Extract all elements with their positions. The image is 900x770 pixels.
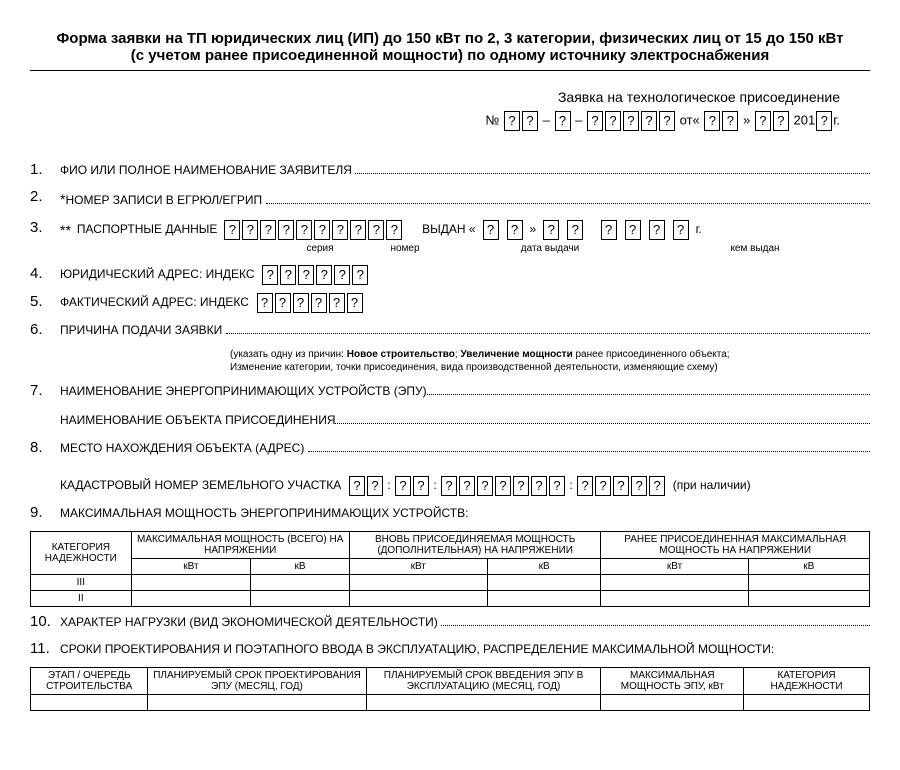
index-box[interactable]: ? [293, 293, 309, 313]
passport-box[interactable]: ? [314, 220, 330, 240]
issue-box[interactable]: ? [507, 220, 523, 240]
cad-box[interactable]: ? [395, 476, 411, 496]
row-1: 1. ФИО ИЛИ ПОЛНОЕ НАИМЕНОВАНИЕ ЗАЯВИТЕЛЯ [30, 161, 870, 180]
issue-box[interactable]: ? [567, 220, 583, 240]
index-box[interactable]: ? [262, 265, 278, 285]
cad-box[interactable]: ? [613, 476, 629, 496]
issue-box[interactable]: ? [483, 220, 499, 240]
index-box[interactable]: ? [352, 265, 368, 285]
index-box[interactable]: ? [275, 293, 291, 313]
cad-box[interactable]: ? [577, 476, 593, 496]
num-box[interactable]: ? [623, 111, 639, 131]
row-3: 3. **ПАСПОРТНЫЕ ДАННЫЕ ?????????? ВЫДАН … [30, 219, 870, 257]
row-6: 6. ПРИЧИНА ПОДАЧИ ЗАЯВКИ [30, 321, 870, 340]
cad-box[interactable]: ? [631, 476, 647, 496]
cad-box[interactable]: ? [531, 476, 547, 496]
num-box[interactable]: ? [605, 111, 621, 131]
issue-box[interactable]: ? [601, 220, 617, 240]
passport-box[interactable]: ? [350, 220, 366, 240]
row-9: 9. МАКСИМАЛЬНАЯ МОЩНОСТЬ ЭНЕРГОПРИНИМАЮЩ… [30, 504, 870, 523]
issue-box[interactable]: ? [673, 220, 689, 240]
row-5: 5. ФАКТИЧЕСКИЙ АДРЕС: ИНДЕКС ?????? [30, 293, 870, 313]
cad-box[interactable]: ? [349, 476, 365, 496]
app-header: Заявка на технологическое присоединение [30, 89, 870, 105]
passport-box[interactable]: ? [242, 220, 258, 240]
cad-box[interactable]: ? [441, 476, 457, 496]
row-4: 4. ЮРИДИЧЕСКИЙ АДРЕС: ИНДЕКС ?????? [30, 265, 870, 285]
index-box[interactable]: ? [347, 293, 363, 313]
num-box[interactable]: ? [659, 111, 675, 131]
cad-box[interactable]: ? [595, 476, 611, 496]
passport-box[interactable]: ? [332, 220, 348, 240]
index-box[interactable]: ? [311, 293, 327, 313]
date-box[interactable]: ? [755, 111, 771, 131]
row-2: 2. *НОМЕР ЗАПИСИ В ЕГРЮЛ/ЕГРИП [30, 188, 870, 210]
app-number-line: № ?? – ? – ????? от« ?? » ?? 201?г. [30, 111, 870, 131]
passport-box[interactable]: ? [368, 220, 384, 240]
num-box[interactable]: ? [587, 111, 603, 131]
num-box[interactable]: ? [522, 111, 538, 131]
date-box[interactable]: ? [816, 111, 832, 131]
passport-box[interactable]: ? [278, 220, 294, 240]
row-10: 10. ХАРАКТЕР НАГРУЗКИ (ВИД ЭКОНОМИЧЕСКОЙ… [30, 613, 870, 632]
table-11: ЭТАП / ОЧЕРЕДЬ СТРОИТЕЛЬСТВА ПЛАНИРУЕМЫЙ… [30, 667, 870, 711]
issue-box[interactable]: ? [649, 220, 665, 240]
index-box[interactable]: ? [329, 293, 345, 313]
cad-box[interactable]: ? [649, 476, 665, 496]
num-box[interactable]: ? [555, 111, 571, 131]
num-box[interactable]: ? [641, 111, 657, 131]
cad-box[interactable]: ? [477, 476, 493, 496]
passport-box[interactable]: ? [224, 220, 240, 240]
index-box[interactable]: ? [280, 265, 296, 285]
row-8: 8. МЕСТО НАХОЖДЕНИЯ ОБЪЕКТА (АДРЕС) КАДА… [30, 439, 870, 496]
index-box[interactable]: ? [316, 265, 332, 285]
passport-box[interactable]: ? [386, 220, 402, 240]
form-title: Форма заявки на ТП юридических лиц (ИП) … [30, 30, 870, 71]
row-7: 7. НАИМЕНОВАНИЕ ЭНЕРГОПРИНИМАЮЩИХ УСТРОЙ… [30, 382, 870, 430]
table-9: КАТЕГОРИЯ НАДЕЖНОСТИ МАКСИМАЛЬНАЯ МОЩНОС… [30, 531, 870, 607]
cad-box[interactable]: ? [549, 476, 565, 496]
cad-box[interactable]: ? [367, 476, 383, 496]
issue-box[interactable]: ? [625, 220, 641, 240]
num-box[interactable]: ? [504, 111, 520, 131]
cad-box[interactable]: ? [495, 476, 511, 496]
index-box[interactable]: ? [298, 265, 314, 285]
passport-box[interactable]: ? [296, 220, 312, 240]
index-box[interactable]: ? [334, 265, 350, 285]
cad-box[interactable]: ? [413, 476, 429, 496]
row-6-note: (указать одну из причин: Новое строитель… [230, 348, 870, 374]
date-box[interactable]: ? [773, 111, 789, 131]
date-box[interactable]: ? [704, 111, 720, 131]
cad-box[interactable]: ? [459, 476, 475, 496]
issue-box[interactable]: ? [543, 220, 559, 240]
cad-box[interactable]: ? [513, 476, 529, 496]
passport-box[interactable]: ? [260, 220, 276, 240]
index-box[interactable]: ? [257, 293, 273, 313]
date-box[interactable]: ? [722, 111, 738, 131]
row-11: 11. СРОКИ ПРОЕКТИРОВАНИЯ И ПОЭТАПНОГО ВВ… [30, 640, 870, 659]
